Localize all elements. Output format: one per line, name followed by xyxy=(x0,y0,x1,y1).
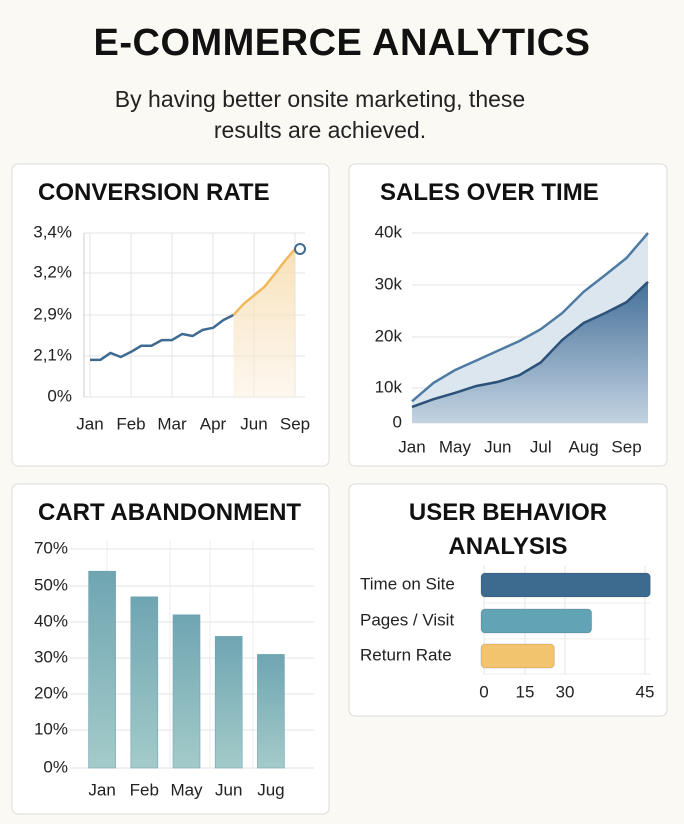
x-tick-label: May xyxy=(439,437,472,456)
line xyxy=(411,232,649,403)
bar xyxy=(130,596,159,769)
y-tick-label: 3,4% xyxy=(33,222,72,241)
y-tick-label: 0 xyxy=(393,412,402,431)
y-tick-label: 0% xyxy=(43,757,68,776)
y-tick-label: 30k xyxy=(375,274,403,293)
y-tick-label: 40% xyxy=(34,611,68,630)
bar xyxy=(480,643,555,669)
x-tick-label: Sep xyxy=(280,414,310,433)
x-tick-label: 30 xyxy=(556,682,575,701)
y-tick-label: 20k xyxy=(375,326,403,345)
x-tick-label: Jug xyxy=(257,780,284,799)
y-tick-label: 70% xyxy=(34,538,68,557)
y-tick-label: 40k xyxy=(375,222,403,241)
page-title: E-COMMERCE ANALYTICS xyxy=(93,22,591,64)
y-tick-label: 10k xyxy=(375,377,403,396)
bar xyxy=(214,636,243,769)
chart-title: CONVERSION RATE xyxy=(38,179,270,206)
category-label: Time on Site xyxy=(360,574,455,593)
x-tick-label: Feb xyxy=(116,414,145,433)
bar xyxy=(480,608,593,634)
line xyxy=(411,280,649,409)
bar xyxy=(172,614,201,769)
line xyxy=(90,313,235,362)
y-tick-label: 0% xyxy=(47,386,72,405)
category-label: Pages / Visit xyxy=(360,610,454,629)
y-tick-label: 2,9% xyxy=(33,304,72,323)
x-tick-label: 0 xyxy=(479,682,488,701)
x-tick-label: Jan xyxy=(88,780,115,799)
subtitle: By having better onsite marketing, these… xyxy=(114,86,526,143)
category-label: Return Rate xyxy=(360,645,452,664)
x-tick-label: Jan xyxy=(76,414,103,433)
y-tick-label: 2,1% xyxy=(33,345,72,364)
x-tick-label: Feb xyxy=(130,780,159,799)
end-marker xyxy=(294,243,306,255)
y-tick-label: 3,2% xyxy=(33,262,72,281)
x-tick-label: 45 xyxy=(636,682,655,701)
line xyxy=(232,248,296,316)
x-tick-label: Jul xyxy=(530,437,552,456)
x-tick-label: 15 xyxy=(516,682,535,701)
x-tick-label: Aug xyxy=(569,437,599,456)
chart-title: CART ABANDONMENT xyxy=(38,499,302,526)
x-tick-label: Jan xyxy=(398,437,425,456)
x-tick-label: Jun xyxy=(215,780,242,799)
bar xyxy=(480,572,651,598)
y-tick-label: 10% xyxy=(34,719,68,738)
bar xyxy=(88,570,116,769)
y-tick-label: 50% xyxy=(34,575,68,594)
panel xyxy=(348,483,668,717)
bar xyxy=(257,654,285,769)
x-tick-label: Apr xyxy=(200,414,227,433)
x-tick-label: Jun xyxy=(240,414,267,433)
chart-title: SALES OVER TIME xyxy=(380,179,599,206)
x-tick-label: Mar xyxy=(157,414,187,433)
x-tick-label: May xyxy=(170,780,203,799)
x-tick-label: Jun xyxy=(484,437,511,456)
y-tick-label: 30% xyxy=(34,647,68,666)
area xyxy=(233,249,295,397)
chart-title: USER BEHAVIOR ANALYSIS xyxy=(408,499,608,560)
y-tick-label: 20% xyxy=(34,683,68,702)
x-tick-label: Sep xyxy=(611,437,641,456)
